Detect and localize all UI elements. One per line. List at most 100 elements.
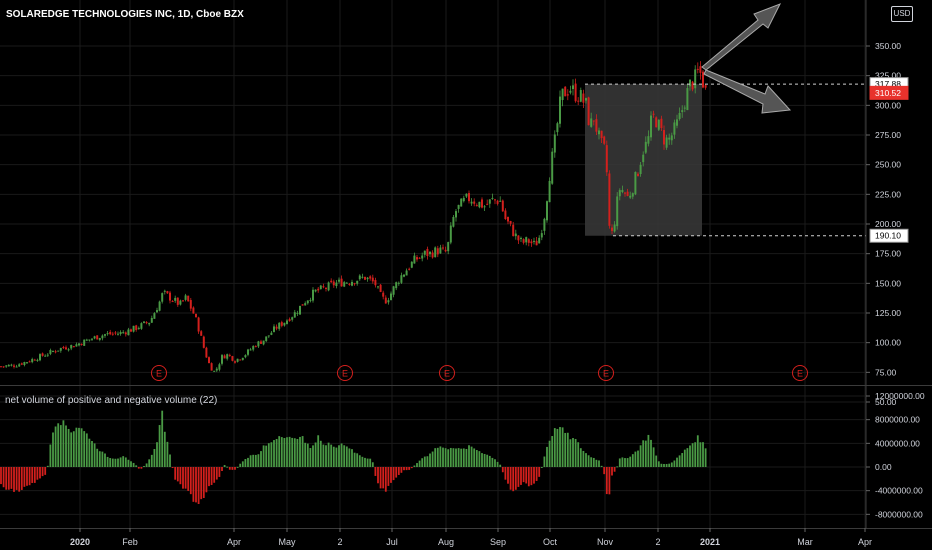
candle-up (39, 354, 41, 361)
candle-down (322, 286, 325, 288)
net-volume-bar (273, 440, 275, 467)
net-volume-bar (124, 457, 127, 467)
candle-down (475, 205, 478, 207)
price-tick-label: 150.00 (875, 278, 901, 288)
net-volume-bar (613, 467, 616, 472)
net-volume-bars (0, 410, 707, 505)
net-volume-bar (31, 467, 34, 483)
net-volume-bar (239, 463, 242, 467)
net-volume-bar (392, 467, 395, 481)
net-volume-bar (127, 459, 130, 467)
candle-up (629, 195, 632, 198)
net-volume-bar (517, 467, 520, 487)
net-volume-bar (595, 459, 598, 467)
box-high-tag: 317.88 (875, 79, 901, 89)
net-volume-bar (140, 467, 143, 469)
net-volume-bar (486, 454, 489, 467)
candle-up (533, 240, 535, 242)
net-volume-bar (293, 438, 296, 467)
net-volume-bar (91, 441, 93, 467)
net-volume-bar (158, 425, 161, 467)
candle-up (150, 317, 153, 323)
candle-down (62, 347, 65, 349)
net-volume-bar (340, 443, 343, 467)
candle-up (585, 98, 587, 101)
candle-up (291, 317, 294, 320)
net-volume-bar (231, 467, 234, 470)
net-volume-bar (652, 447, 655, 467)
candle-up (561, 88, 564, 101)
net-volume-bar (626, 458, 629, 467)
candle-up (572, 85, 574, 90)
net-volume-bar (210, 467, 213, 485)
net-volume-bar (634, 451, 637, 467)
currency-button[interactable]: USD (891, 6, 913, 22)
net-volume-bar (114, 458, 117, 467)
candle-down (408, 268, 411, 270)
candle-up (689, 79, 691, 87)
net-volume-bar (75, 427, 78, 467)
net-volume-bar (416, 463, 418, 467)
net-volume-bar (527, 467, 530, 487)
net-volume-bar (143, 465, 145, 467)
candle-up (377, 286, 379, 288)
net-volume-bar (304, 442, 307, 467)
net-volume-bar (15, 467, 18, 490)
candle-down (114, 332, 117, 334)
net-volume-bar (400, 467, 403, 473)
candle-up (127, 329, 130, 336)
net-volume-bar (384, 467, 387, 492)
candle-down (486, 203, 489, 205)
net-volume-bar (514, 467, 517, 490)
candle-down (481, 199, 483, 208)
earnings-marker (337, 365, 353, 381)
candle-up (15, 366, 18, 368)
candle-down (54, 351, 57, 353)
net-volume-bar (65, 425, 67, 467)
net-volume-bar (657, 461, 660, 467)
net-volume-bar (327, 442, 330, 467)
candle-up (67, 349, 70, 351)
net-volume-bar (137, 467, 140, 469)
candle-up (241, 357, 244, 360)
net-volume-bar (109, 458, 112, 467)
candle-down (504, 210, 507, 220)
symbol-title[interactable]: SOLAREDGE TECHNOLOGIES INC, 1D, Cboe BZX (6, 9, 244, 20)
candle-up (546, 201, 548, 221)
volume-tick-label: 8000000.00 (875, 415, 920, 425)
candle-down (431, 252, 434, 258)
indicator-title[interactable]: net volume of positive and negative volu… (5, 395, 218, 406)
candle-down (171, 301, 174, 303)
candle-up (106, 333, 109, 335)
net-volume-bar (403, 467, 405, 471)
net-volume-bar (106, 456, 109, 467)
candle-up (686, 88, 689, 111)
net-volume-bar (439, 446, 442, 467)
net-volume-bar (496, 461, 499, 467)
earnings-label: E (603, 369, 609, 379)
net-volume-bar (182, 467, 184, 489)
box-low-tag: 190.10 (875, 231, 901, 241)
candle-down (223, 355, 226, 359)
net-volume-bar (85, 433, 88, 467)
candle-up (283, 322, 286, 326)
net-volume-bar (33, 467, 36, 483)
candle-down (535, 240, 538, 246)
candle-down (587, 97, 590, 126)
candle-up (548, 180, 551, 203)
candle-down (231, 356, 234, 361)
candle-down (65, 347, 67, 350)
candle-up (556, 123, 559, 133)
candle-down (166, 291, 169, 294)
candle-up (218, 364, 221, 370)
candle-down (197, 317, 200, 332)
net-volume-bar (444, 448, 447, 467)
net-volume-bar (572, 438, 574, 467)
net-volume-bar (153, 448, 156, 467)
net-volume-bar (54, 426, 57, 467)
candle-up (36, 359, 39, 361)
net-volume-bar (59, 425, 62, 467)
candle-up (179, 300, 182, 305)
